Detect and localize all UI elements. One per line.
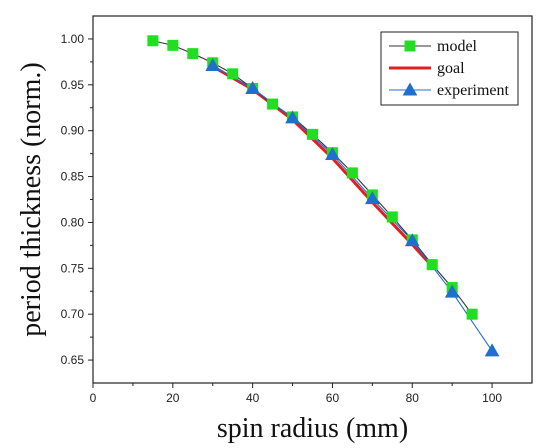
legend-model-label: model bbox=[437, 38, 478, 55]
y-axis-title: period thickness (norm.) bbox=[16, 62, 47, 337]
model-marker bbox=[466, 308, 478, 320]
model-marker bbox=[386, 211, 398, 223]
y-tick-label: 0.90 bbox=[61, 124, 85, 138]
experiment-marker bbox=[245, 80, 260, 94]
x-tick-label: 0 bbox=[90, 391, 97, 405]
legend-goal-label: goal bbox=[437, 60, 465, 77]
experiment-markers bbox=[205, 58, 500, 357]
series-layer bbox=[147, 35, 500, 357]
model-marker bbox=[147, 35, 159, 47]
y-tick-label: 0.95 bbox=[61, 78, 85, 92]
legend-experiment-label: experiment bbox=[437, 82, 510, 99]
experiment-marker bbox=[285, 110, 300, 124]
y-tick-label: 0.85 bbox=[61, 170, 85, 184]
experiment-marker bbox=[365, 191, 380, 205]
experiment-marker bbox=[444, 284, 460, 298]
x-axis-title: spin radius (mm) bbox=[217, 413, 408, 444]
experiment-marker bbox=[325, 147, 340, 161]
y-tick-label: 0.70 bbox=[61, 307, 85, 321]
model-marker bbox=[346, 167, 358, 179]
x-tick-label: 60 bbox=[326, 391, 340, 405]
experiment-marker bbox=[404, 233, 420, 247]
experiment-marker bbox=[205, 58, 221, 72]
model-marker bbox=[187, 48, 199, 60]
model-marker bbox=[227, 68, 239, 80]
y-tick-label: 0.80 bbox=[61, 215, 85, 229]
model-marker bbox=[404, 40, 416, 52]
experiment-series bbox=[212, 65, 493, 352]
model-marker bbox=[426, 259, 438, 271]
experiment-marker bbox=[484, 343, 500, 357]
x-tick-label: 100 bbox=[482, 391, 502, 405]
y-tick-label: 0.65 bbox=[61, 353, 85, 367]
model-marker bbox=[167, 39, 179, 51]
y-tick-label: 0.75 bbox=[61, 261, 85, 275]
y-tick-label: 1.00 bbox=[61, 32, 85, 46]
model-marker bbox=[267, 98, 279, 110]
experiment-line bbox=[212, 65, 493, 352]
experiment-marker bbox=[402, 82, 418, 96]
legend: model goal experiment bbox=[380, 31, 519, 106]
x-tick-label: 80 bbox=[406, 391, 420, 405]
x-tick-label: 40 bbox=[246, 391, 260, 405]
model-marker bbox=[307, 128, 318, 140]
axes: 0 20 40 60 80 100 0.65 0.70 0.75 0.80 0.85 0.90 0.95… bbox=[61, 15, 533, 405]
x-tick-label: 20 bbox=[166, 391, 180, 405]
